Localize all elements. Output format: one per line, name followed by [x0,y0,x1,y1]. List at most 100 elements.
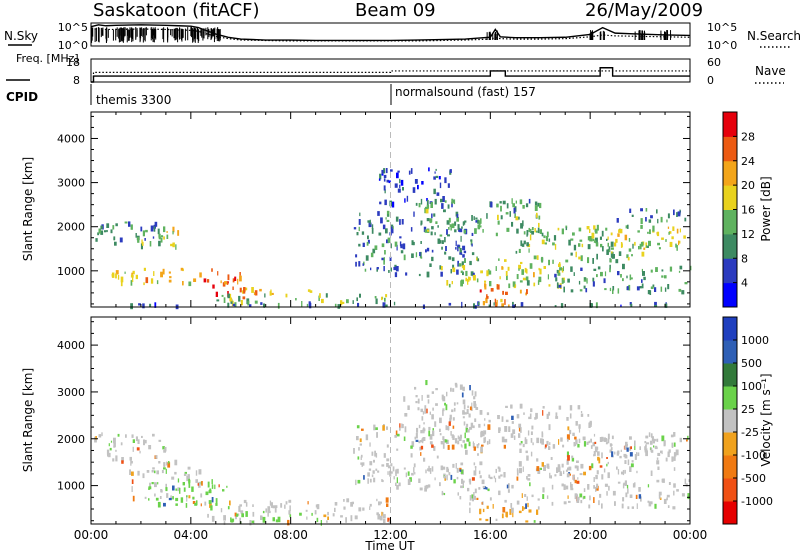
velocity-cell [673,452,677,457]
power-cell [629,208,632,213]
power-cell [371,228,374,234]
velocity-cell [488,419,491,423]
velocity-cell [624,469,626,474]
power-cell [334,303,337,307]
power-cell [400,244,403,249]
velocity-cell [175,488,178,491]
velocity-cell [420,408,424,413]
power-cell [647,231,649,234]
velocity-cell [570,484,573,490]
power-cell [664,287,667,292]
velocity-cell [453,407,456,412]
power-cell [477,258,480,262]
colorbar-tick-label: 24 [741,155,755,168]
velocity-cell [414,472,416,475]
velocity-cell [630,446,632,450]
velocity-cell [350,502,353,507]
power-cell [234,276,237,281]
power-cell [613,254,615,259]
velocity-cell [419,446,422,451]
power-cell [463,250,467,254]
power-cell [375,298,378,305]
velocity-cell [469,426,473,430]
velocity-cell [451,444,455,450]
velocity-cell [566,434,570,440]
power-cell [153,225,156,232]
power-cell [434,232,436,236]
velocity-cell [688,479,691,482]
velocity-cell [358,507,362,512]
power-cell [393,301,396,306]
velocity-cell [380,501,382,504]
velocity-cell [548,447,551,450]
velocity-cell [444,439,448,443]
power-cell [399,219,401,225]
power-cell [150,225,154,232]
velocity-cell [267,512,269,517]
power-cell [232,278,235,283]
power-cell [135,274,138,280]
velocity-cell [595,486,597,492]
velocity-cell [656,479,660,483]
velocity-cell [419,440,423,443]
velocity-cell [565,485,569,490]
velocity-cell [566,417,569,421]
power-cell [611,251,613,254]
power-cell [632,243,634,249]
power-cell [462,254,465,258]
velocity-cell [442,442,445,449]
colorbar-tick-label: 1000 [741,334,769,347]
velocity-cell [576,460,579,463]
velocity-cell [440,465,444,471]
velocity-cell [163,462,166,468]
power-cell [448,302,452,306]
velocity-cell [479,475,482,479]
velocity-cell [673,490,675,496]
velocity-cell [504,499,507,503]
velocity-cell [603,468,606,473]
velocity-cell [513,435,516,440]
velocity-cell [165,468,167,474]
velocity-cell [373,459,375,463]
power-cell [482,229,484,233]
velocity-cell [375,452,378,458]
power-cell [656,231,660,237]
power-cell [243,288,246,294]
power-cell [144,238,146,241]
velocity-cell [154,482,157,488]
power-cell [421,181,424,185]
power-cell [557,227,560,231]
velocity-cell [681,493,685,497]
velocity-cell [471,407,473,411]
power-cell [672,226,675,231]
velocity-cell [373,424,376,431]
velocity-cell [631,506,634,509]
velocity-cell [432,407,434,411]
velocity-cell [443,475,446,479]
power-cell [450,225,452,231]
velocity-cell [200,503,202,507]
power-cell [95,238,98,242]
velocity-cell [231,519,234,523]
power-cell [525,203,529,208]
power-cell [601,230,604,237]
velocity-cell [629,446,632,451]
power-cell [420,220,423,225]
power-cell [656,209,658,214]
velocity-cell [658,494,661,499]
velocity-cell [239,517,241,524]
velocity-cell [626,444,628,447]
power-cell [100,225,103,230]
velocity-cell [627,506,630,510]
velocity-cell [289,514,292,518]
power-cell [301,301,303,307]
velocity-cell [360,456,362,460]
power-cell [232,303,236,307]
velocity-cell [510,503,513,508]
power-cell [537,280,540,285]
velocity-cell [148,487,150,490]
power-cell [515,216,519,221]
velocity-cell [572,432,575,436]
velocity-cell [530,438,533,443]
velocity-cell [601,503,603,509]
